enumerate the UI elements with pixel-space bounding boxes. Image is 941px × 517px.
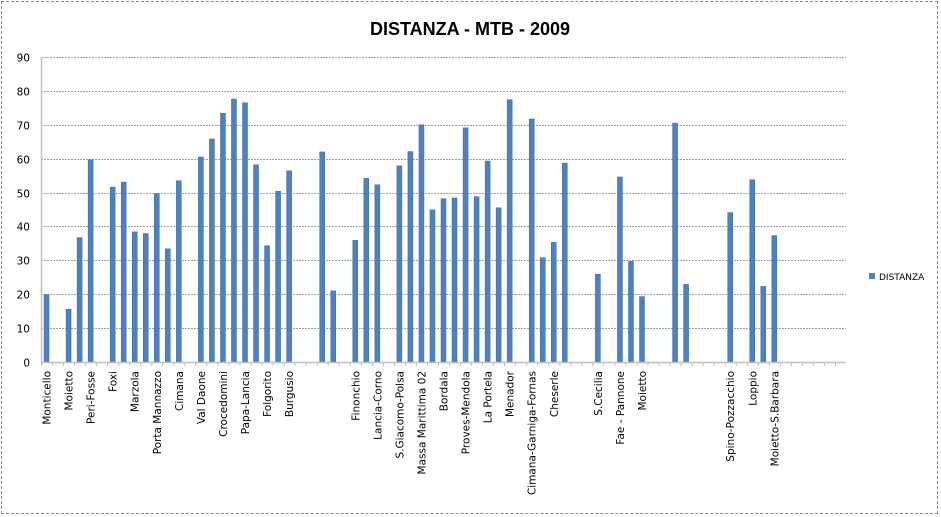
bar	[462, 127, 469, 363]
x-tick-label: Moietto	[64, 371, 76, 411]
y-tick-label: 0	[23, 358, 30, 370]
y-tick-label: 50	[17, 189, 30, 201]
x-tick-label: La Portela	[483, 371, 495, 423]
bar	[551, 242, 557, 363]
bar	[319, 151, 325, 363]
bar	[484, 160, 491, 363]
x-tick-label: Cimana-Garniga-Fornas	[527, 371, 539, 495]
bar	[727, 212, 733, 363]
bar	[231, 98, 237, 363]
bar	[473, 196, 480, 363]
y-tick-label: 40	[17, 222, 30, 234]
bar	[429, 209, 436, 363]
x-tick-label: Fae - Pannone	[615, 371, 627, 445]
bar	[539, 257, 546, 363]
y-tick-label: 70	[17, 121, 30, 133]
x-tick-label: Foxi	[108, 371, 120, 392]
x-tick-label: Val Daone	[196, 371, 208, 424]
x-tick-label: Spino-Pozzacchio	[725, 371, 737, 462]
bar	[528, 118, 535, 363]
x-tick-label: Marzola	[130, 371, 142, 412]
bar	[154, 193, 160, 363]
bar	[639, 296, 645, 363]
legend: DISTANZA	[869, 273, 925, 283]
bar	[120, 181, 127, 363]
y-axis-ticks: 0 10 20 30 40 50 60 70 80 90	[17, 53, 30, 370]
x-tick-label: Burgusio	[284, 371, 296, 417]
bars	[43, 98, 778, 363]
bar	[562, 162, 568, 363]
bar	[506, 99, 513, 363]
bar	[495, 207, 502, 363]
x-tick-label: Peri-Fosse	[86, 371, 98, 424]
bar	[760, 286, 767, 363]
bar	[628, 261, 634, 363]
bar	[595, 273, 601, 363]
bar	[109, 186, 116, 363]
x-tick-label: S.Cecilia	[593, 371, 605, 416]
bar	[330, 290, 336, 363]
bar	[87, 159, 94, 363]
bar	[165, 248, 171, 363]
bar	[407, 151, 414, 363]
bar	[418, 124, 425, 363]
x-tick-label: Folgorito	[262, 371, 274, 417]
bar	[363, 178, 370, 363]
y-tick-label: 10	[17, 324, 30, 336]
x-tick-label: Loppio	[747, 371, 759, 406]
bar	[617, 176, 623, 363]
bar	[143, 233, 149, 363]
x-tick-label: Porta Mannazzo	[152, 371, 164, 454]
bar	[352, 240, 359, 363]
bar	[451, 197, 458, 363]
x-tick-label: Proves-Mendola	[461, 371, 473, 454]
x-tick-label: Papa-Lancia	[240, 371, 252, 434]
bar	[209, 138, 215, 363]
bar	[176, 180, 182, 363]
x-tick-label: Menador	[505, 370, 517, 417]
bar	[76, 237, 83, 363]
bar	[220, 113, 226, 363]
y-tick-label: 60	[17, 155, 30, 167]
y-tick-label: 80	[17, 87, 30, 99]
x-tick-label: Massa Marittima 02	[416, 371, 428, 474]
x-tick-label: S.Giacomo-Polsa	[394, 371, 406, 459]
bar	[131, 231, 138, 363]
axes	[40, 57, 846, 366]
x-tick-label: Monticello	[42, 371, 54, 425]
x-tick-label: Finonchio	[350, 371, 362, 421]
bar	[275, 190, 281, 363]
x-tick-label: Moietto	[637, 371, 649, 411]
x-tick-label: Cheserle	[549, 371, 561, 417]
y-tick-label: 20	[17, 290, 30, 302]
y-tick-label: 90	[17, 53, 30, 65]
bar	[440, 198, 447, 363]
x-tick-label: Cimana	[174, 371, 186, 411]
bar	[43, 294, 50, 363]
bar	[264, 245, 270, 363]
x-tick-label: Moietto-S.Barbara	[769, 371, 781, 466]
x-tick-label: Bordala	[439, 371, 451, 411]
bar	[198, 156, 204, 363]
bar	[242, 102, 248, 363]
bar	[374, 184, 381, 363]
x-tick-label: Crocedomini	[218, 371, 230, 437]
legend-swatch	[869, 273, 875, 279]
bar	[749, 179, 756, 363]
y-tick-label: 30	[17, 256, 30, 268]
chart-title: DISTANZA - MTB - 2009	[370, 19, 570, 39]
bar	[286, 170, 292, 363]
x-tick-label: Lancia-Corno	[372, 371, 384, 440]
bar	[672, 122, 678, 363]
legend-label: DISTANZA	[879, 273, 925, 283]
bar	[396, 165, 403, 363]
bar	[65, 308, 72, 363]
x-axis-labels: Monticello Moietto Peri-Fosse Foxi Marzola Po…	[42, 370, 782, 495]
bar	[771, 235, 778, 363]
bar	[253, 164, 259, 363]
bar	[683, 284, 689, 363]
